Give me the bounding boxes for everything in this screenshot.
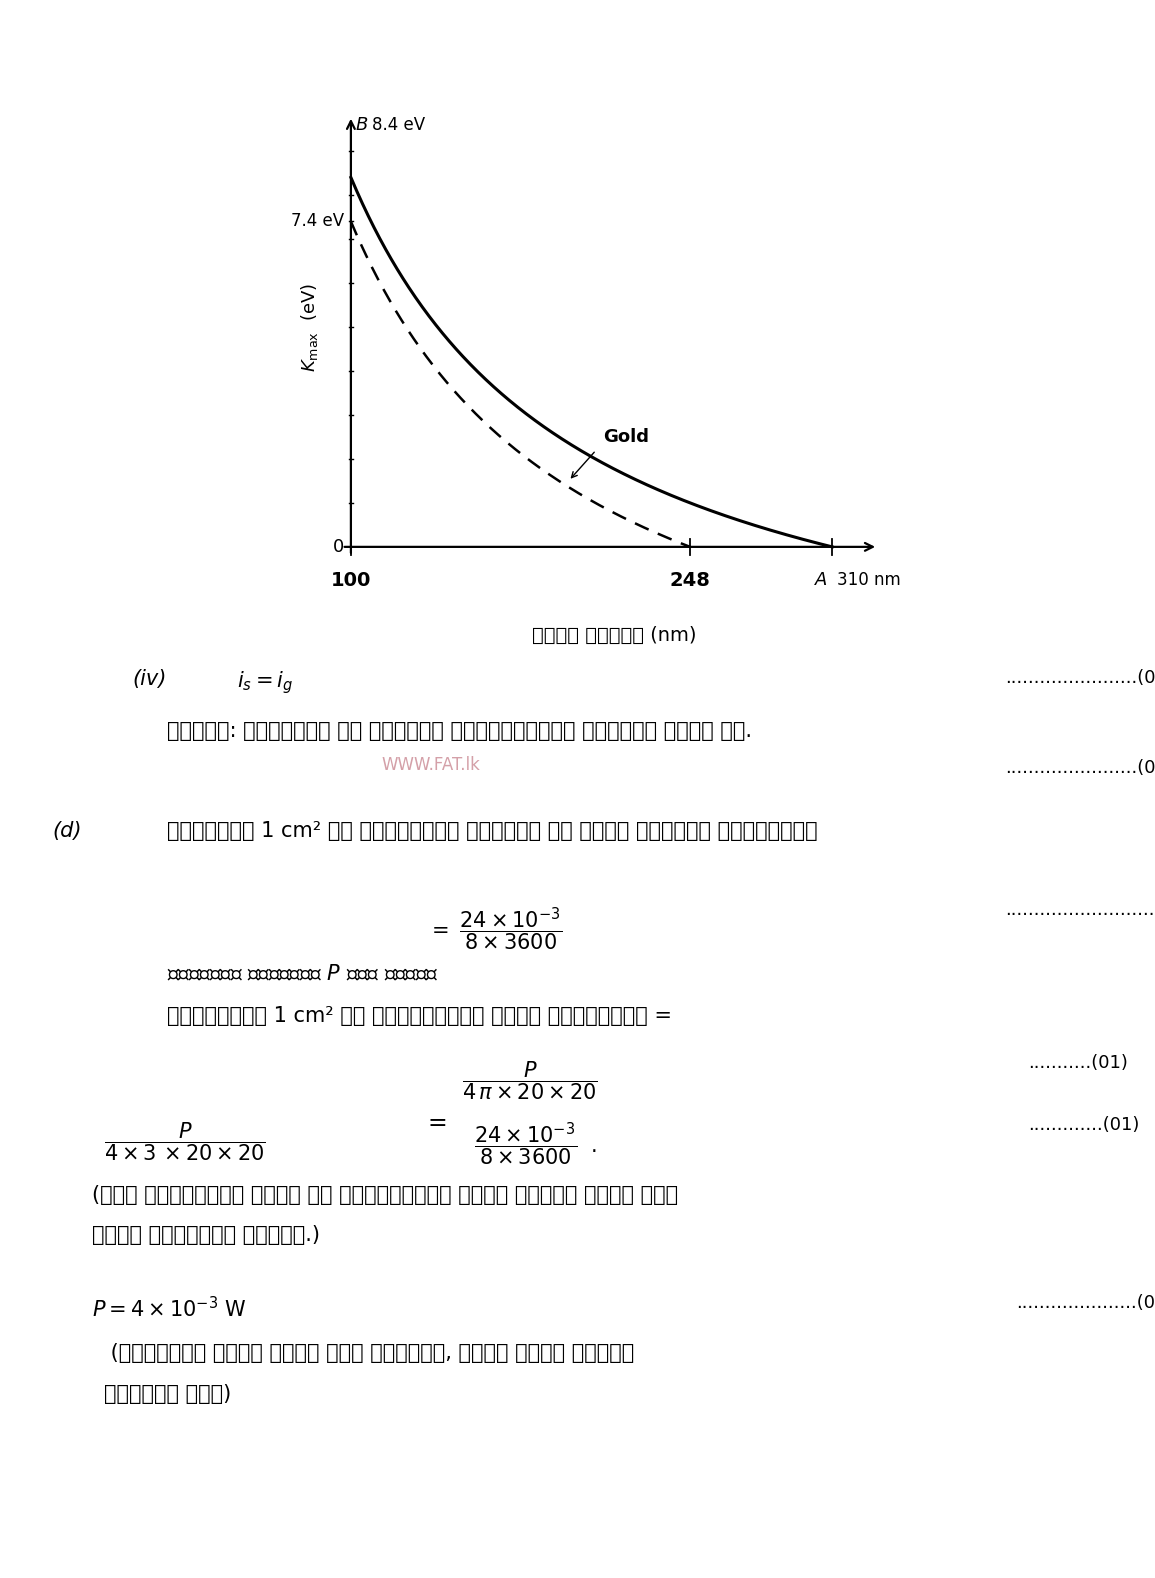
Text: 7.4 eV: 7.4 eV bbox=[291, 213, 344, 230]
Text: ...........(01): ...........(01) bbox=[1028, 1054, 1127, 1073]
Text: ලකුණ ප්‍රදානය කරන්න.): ලකුණ ප්‍රදානය කරන්න.) bbox=[92, 1225, 320, 1245]
Text: $K_\mathrm{max}$  (eV): $K_\mathrm{max}$ (eV) bbox=[299, 282, 320, 371]
Text: අත්ලේහි 1 cm² මත ආරක්ෂිතව හාවීතා කල හෙකි ළිකිරණ තීළුතාවය: අත්ලේහි 1 cm² මත ආරක්ෂිතව හාවීතා කල හෙකි… bbox=[167, 821, 818, 841]
Text: Gold: Gold bbox=[603, 428, 649, 447]
Text: =: = bbox=[427, 1111, 447, 1135]
Text: $A$: $A$ bbox=[813, 571, 828, 589]
Text: $\dfrac{P}{4\,\pi\times20\times20}$: $\dfrac{P}{4\,\pi\times20\times20}$ bbox=[462, 1059, 597, 1101]
Text: 8.4 eV: 8.4 eV bbox=[372, 115, 425, 134]
Text: ෇ේතුව: ළෙලෝවනය වන ප්‍රකාශ ඉලේක්‍ට්‍රෝන සධ්බාව සමාන වේ.: ෇ේතුව: ළෙලෝවනය වන ප්‍රකාශ ඉලේක්‍ට්‍රෝන ස… bbox=[167, 721, 752, 742]
Text: $B$: $B$ bbox=[356, 115, 368, 134]
Text: .....................(02): .....................(02) bbox=[1016, 1294, 1155, 1311]
Text: (නිවැරදි එකකය සදහා එක් ලකුණක්, එකකය සදහා පමණක්: (නිවැරදි එකකය සදහා එක් ලකුණක්, එකකය සදහා… bbox=[104, 1343, 634, 1363]
Text: 310 nm: 310 nm bbox=[836, 571, 901, 589]
Text: $\dfrac{24 \times 10^{-3}}{8\times3600}$  .: $\dfrac{24 \times 10^{-3}}{8\times3600}$… bbox=[474, 1120, 597, 1168]
Text: තරංග ආයාමය (nm): තරංග ආයාමය (nm) bbox=[532, 626, 696, 645]
Text: .......................(01): .......................(01) bbox=[1005, 759, 1155, 776]
Text: $P= 4\times 10^{-3}$ W: $P= 4\times 10^{-3}$ W bbox=[92, 1296, 247, 1321]
Text: 248: 248 bbox=[670, 571, 710, 590]
Text: 0: 0 bbox=[333, 538, 344, 555]
Text: (ඉහත තීළුතාවය දකුණ පස ප්‍රකාශනයත සමාන කීරිම සදහා මේම: (ඉහත තීළුතාවය දකුණ පස ප්‍රකාශනයත සමාන කී… bbox=[92, 1185, 678, 1206]
Text: .......................(01): .......................(01) bbox=[1005, 669, 1155, 686]
Text: (d): (d) bbox=[52, 821, 82, 841]
Text: WWW.FAT.lk: WWW.FAT.lk bbox=[381, 756, 480, 775]
Text: ප්‍රහවයේ ක්ෂමතාව $P$ යශි සලකමු: ප්‍රහවයේ ක්ෂමතාව $P$ යශි සලකමු bbox=[167, 964, 439, 985]
Text: $= \ \dfrac{24 \times 10^{-3}}{8\times3600}$: $= \ \dfrac{24 \times 10^{-3}}{8\times36… bbox=[427, 906, 562, 953]
Text: ලකුණක් නගත): ලකුණක් නගත) bbox=[104, 1384, 231, 1404]
Text: .............(01): .............(01) bbox=[1028, 1116, 1139, 1135]
Text: (iv): (iv) bbox=[133, 669, 167, 690]
Text: අත්ලයේහි 1 cm² මත ප්‍රහවයේන් ලඇ඾න තීළුතාවය =: අත්ලයේහි 1 cm² මත ප්‍රහවයේන් ලඇ඾න තීළුතා… bbox=[167, 1007, 672, 1026]
Text: $\dfrac{P}{4\times3\,\times20\times20}$: $\dfrac{P}{4\times3\,\times20\times20}$ bbox=[104, 1120, 266, 1163]
Text: $i_s = i_g$: $i_s = i_g$ bbox=[237, 669, 293, 696]
Text: 100: 100 bbox=[330, 571, 371, 590]
Text: ..............................(01): ..............................(01) bbox=[1005, 901, 1155, 918]
